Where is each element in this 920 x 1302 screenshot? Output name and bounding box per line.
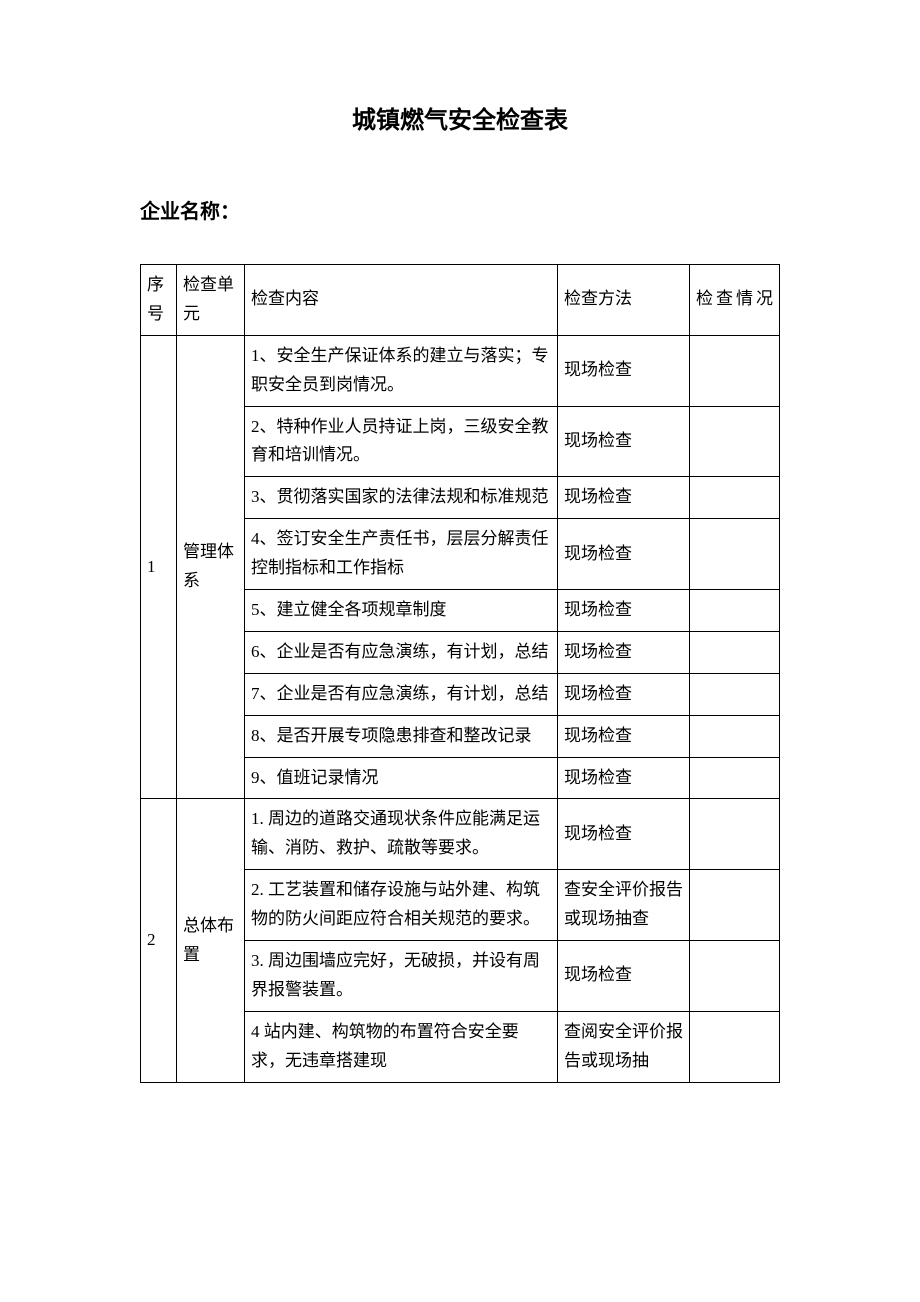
cell-method: 查阅安全评价报告或现场抽: [558, 1011, 690, 1082]
cell-status: [690, 519, 780, 590]
cell-content: 1. 周边的道路交通现状条件应能满足运输、消防、救护、疏散等要求。: [245, 799, 558, 870]
cell-method: 现场检查: [558, 757, 690, 799]
cell-content: 2、特种作业人员持证上岗，三级安全教育和培训情况。: [245, 406, 558, 477]
table-row: 1管理体系1、安全生产保证体系的建立与落实；专职安全员到岗情况。现场检查: [141, 335, 780, 406]
cell-status: [690, 673, 780, 715]
cell-content: 1、安全生产保证体系的建立与落实；专职安全员到岗情况。: [245, 335, 558, 406]
cell-unit: 管理体系: [177, 335, 245, 799]
cell-method: 现场检查: [558, 631, 690, 673]
cell-status: [690, 757, 780, 799]
cell-status: [690, 477, 780, 519]
cell-status: [690, 590, 780, 632]
cell-method: 现场检查: [558, 477, 690, 519]
company-name-label: 企业名称：: [140, 195, 780, 224]
cell-status: [690, 335, 780, 406]
cell-status: [690, 799, 780, 870]
cell-content: 9、值班记录情况: [245, 757, 558, 799]
cell-content: 4、签订安全生产责任书，层层分解责任控制指标和工作指标: [245, 519, 558, 590]
cell-method: 现场检查: [558, 406, 690, 477]
table-row: 2总体布置1. 周边的道路交通现状条件应能满足运输、消防、救护、疏散等要求。现场…: [141, 799, 780, 870]
cell-status: [690, 631, 780, 673]
cell-content: 3、贯彻落实国家的法律法规和标准规范: [245, 477, 558, 519]
cell-method: 现场检查: [558, 335, 690, 406]
cell-content: 6、企业是否有应急演练，有计划，总结: [245, 631, 558, 673]
cell-status: [690, 715, 780, 757]
document-title: 城镇燃气安全检查表: [140, 100, 780, 135]
header-unit: 检查单元: [177, 265, 245, 336]
cell-method: 查安全评价报告或现场抽查: [558, 870, 690, 941]
cell-content: 4 站内建、构筑物的布置符合安全要求，无违章搭建现: [245, 1011, 558, 1082]
cell-status: [690, 941, 780, 1012]
cell-status: [690, 1011, 780, 1082]
cell-content: 3. 周边围墙应完好，无破损，并设有周界报警装置。: [245, 941, 558, 1012]
cell-content: 8、是否开展专项隐患排查和整改记录: [245, 715, 558, 757]
cell-content: 2. 工艺装置和储存设施与站外建、构筑物的防火间距应符合相关规范的要求。: [245, 870, 558, 941]
cell-status: [690, 406, 780, 477]
header-idx: 序号: [141, 265, 177, 336]
cell-method: 现场检查: [558, 941, 690, 1012]
cell-index: 1: [141, 335, 177, 799]
cell-method: 现场检查: [558, 519, 690, 590]
cell-method: 现场检查: [558, 590, 690, 632]
cell-method: 现场检查: [558, 673, 690, 715]
cell-method: 现场检查: [558, 799, 690, 870]
cell-index: 2: [141, 799, 177, 1082]
cell-method: 现场检查: [558, 715, 690, 757]
cell-content: 7、企业是否有应急演练，有计划，总结: [245, 673, 558, 715]
inspection-table: 序号检查单元检查内容检查方法检查情况1管理体系1、安全生产保证体系的建立与落实；…: [140, 264, 780, 1083]
cell-unit: 总体布置: [177, 799, 245, 1082]
cell-content: 5、建立健全各项规章制度: [245, 590, 558, 632]
header-method: 检查方法: [558, 265, 690, 336]
header-status: 检查情况: [690, 265, 780, 336]
header-content: 检查内容: [245, 265, 558, 336]
table-header-row: 序号检查单元检查内容检查方法检查情况: [141, 265, 780, 336]
cell-status: [690, 870, 780, 941]
